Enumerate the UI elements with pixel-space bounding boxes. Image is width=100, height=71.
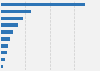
Bar (1, 65, 3, 68)
Bar (1, 17, 23, 20)
Bar (1, 58, 5, 61)
Bar (1, 44, 8, 47)
Bar (1, 3, 85, 6)
Bar (1, 37, 10, 41)
Bar (1, 30, 13, 34)
Bar (1, 51, 7, 54)
Bar (1, 24, 18, 27)
Bar (1, 10, 31, 13)
